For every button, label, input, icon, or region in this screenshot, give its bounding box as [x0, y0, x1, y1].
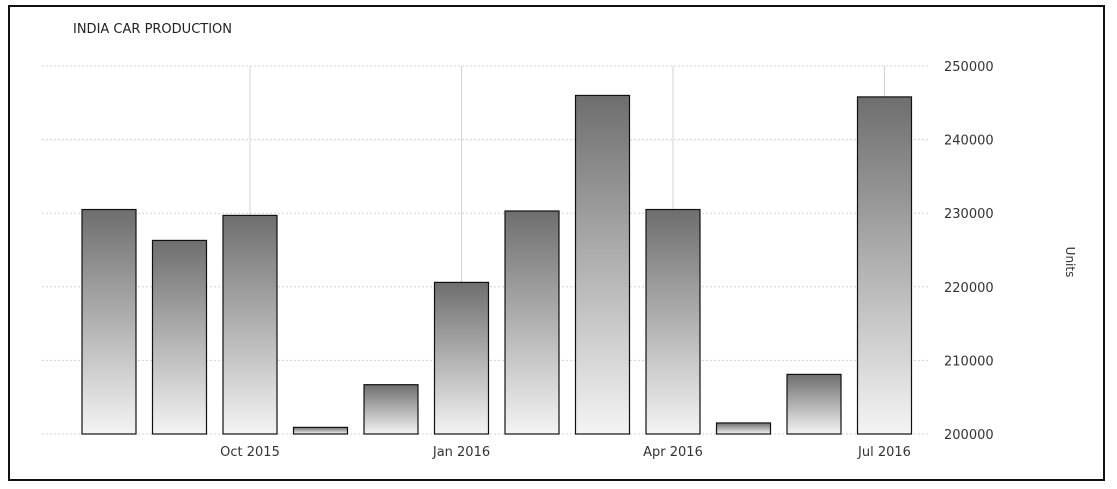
x-axis-ticks: Oct 2015 Jan 2016 Apr 2016 Jul 2016: [220, 445, 911, 460]
y-tick-label: 250000: [944, 60, 994, 75]
x-tick-label: Jul 2016: [857, 445, 911, 460]
chart-title: INDIA CAR PRODUCTION: [73, 22, 233, 37]
y-tick-label: 240000: [944, 134, 994, 149]
bar-mar-2016: [574, 94, 631, 435]
y-tick-label: 210000: [944, 354, 994, 369]
bar-nov-2015: [292, 426, 349, 435]
bar-may-2016: [715, 422, 772, 435]
bar-aug-2015: [81, 208, 137, 435]
x-tick-label: Jan 2016: [432, 445, 490, 460]
bars: [81, 94, 913, 435]
bar-jun-2016: [786, 373, 842, 435]
y-tick-label: 230000: [944, 207, 994, 222]
bar-sep-2015: [151, 239, 208, 435]
bar-feb-2016: [504, 210, 560, 435]
bar-jul-2016: [856, 96, 913, 435]
bar-oct-2015: [222, 214, 278, 435]
y-axis-label: Units: [1063, 247, 1077, 278]
y-axis-ticks: 200000 210000 220000 230000 240000 250000: [944, 60, 994, 443]
bar-apr-2016: [645, 208, 701, 435]
bar-dec-2015: [363, 384, 419, 435]
x-tick-label: Oct 2015: [220, 445, 280, 460]
x-tick-label: Apr 2016: [643, 445, 703, 460]
y-tick-label: 200000: [944, 428, 994, 443]
y-tick-label: 220000: [944, 281, 994, 296]
bar-jan-2016: [433, 281, 490, 435]
